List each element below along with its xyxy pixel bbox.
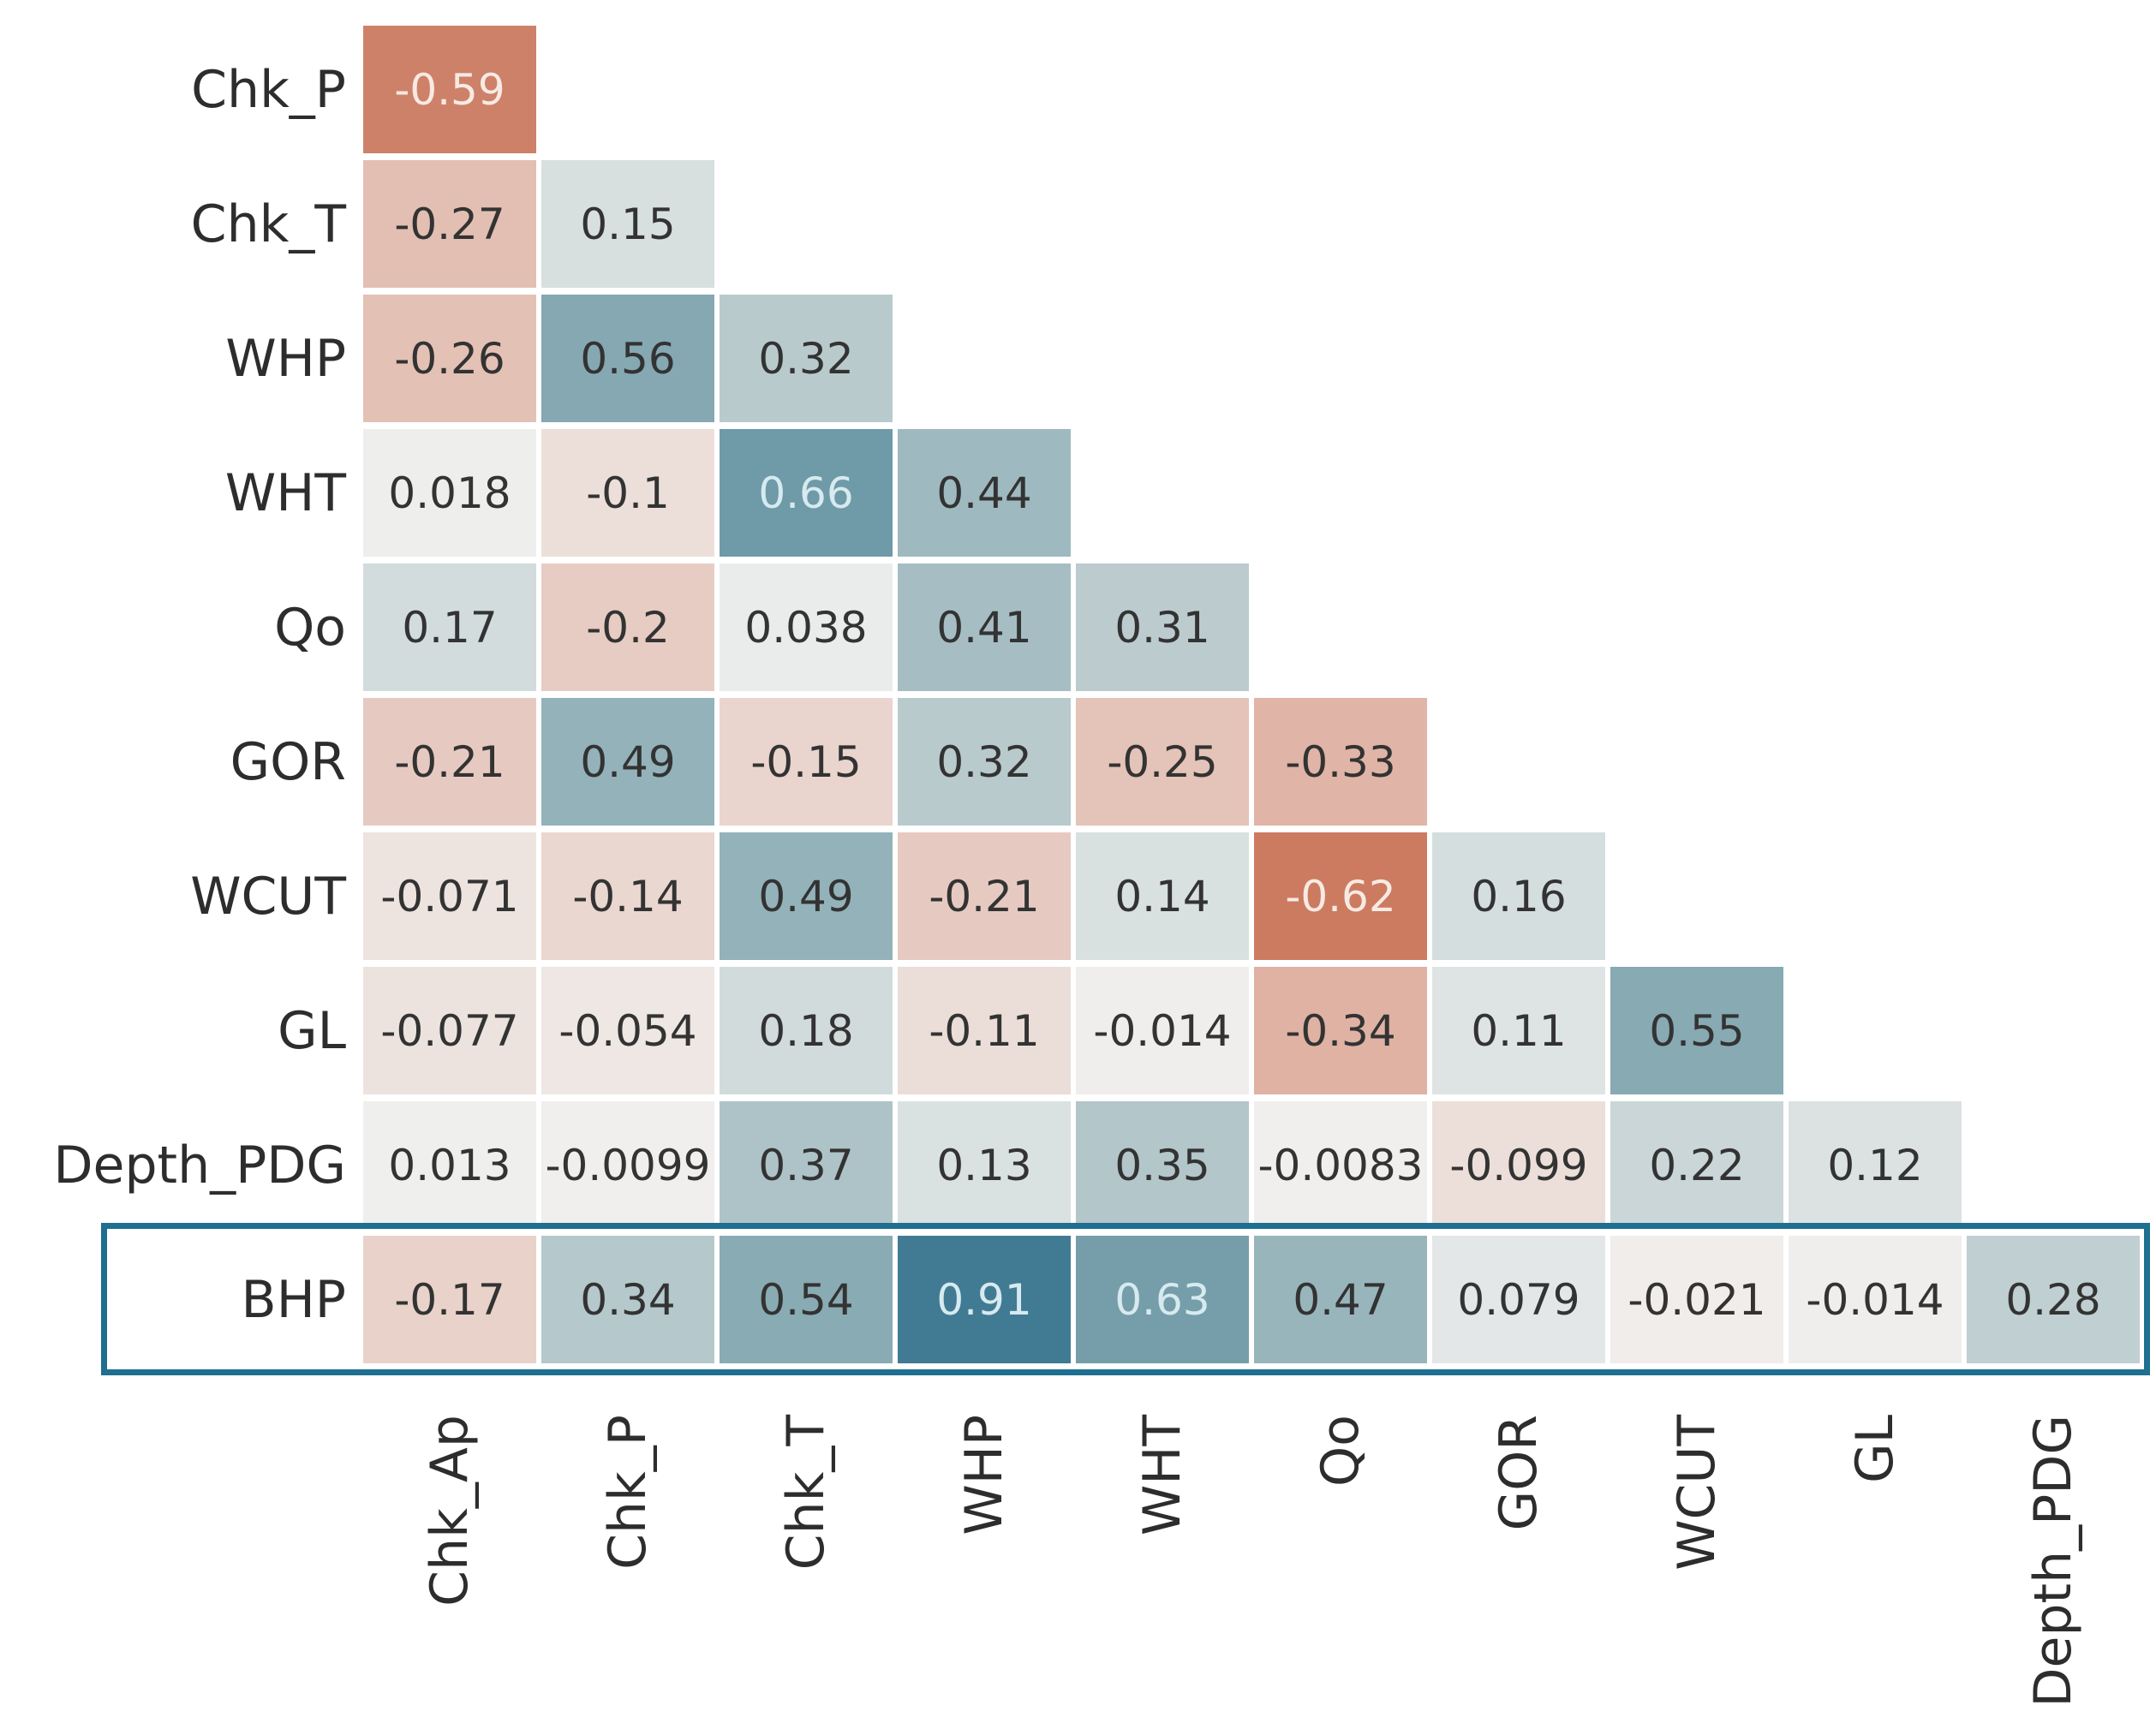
heatmap-cell-qo-whp: 0.41: [898, 563, 1071, 691]
row-label-depth_pdg: Depth_PDG: [53, 1135, 346, 1195]
heatmap-cell-gor-qo: -0.33: [1254, 698, 1427, 826]
heatmap-cell-whp-chk_p: 0.56: [541, 295, 714, 422]
col-label-depth_pdg: Depth_PDG: [2023, 1415, 2083, 1708]
heatmap-cell-gor-wht: -0.25: [1076, 698, 1249, 826]
heatmap-cell-wcut-gor: 0.16: [1432, 832, 1605, 960]
col-label-wrap-chk_p: Chk_P: [541, 1415, 714, 1723]
heatmap-cell-whp-chk_t: 0.32: [720, 295, 893, 422]
col-label-gl: GL: [1845, 1415, 1905, 1483]
heatmap-cell-wcut-qo: -0.62: [1254, 832, 1427, 960]
heatmap-cell-chk_p-chk_ap: -0.59: [363, 26, 536, 153]
col-label-wrap-whp: WHP: [898, 1415, 1071, 1723]
col-label-wrap-wcut: WCUT: [1610, 1415, 1783, 1723]
heatmap-cell-gor-chk_p: 0.49: [541, 698, 714, 826]
heatmap-cell-qo-wht: 0.31: [1076, 563, 1249, 691]
heatmap-cell-depth_pdg-wcut: 0.22: [1610, 1101, 1783, 1229]
heatmap-cell-gl-gor: 0.11: [1432, 967, 1605, 1094]
heatmap-cell-wcut-chk_ap: -0.071: [363, 832, 536, 960]
row-label-wht: WHT: [224, 462, 346, 523]
heatmap-cell-chk_t-chk_p: 0.15: [541, 160, 714, 288]
heatmap-cell-gl-wcut: 0.55: [1610, 967, 1783, 1094]
col-label-gor: GOR: [1489, 1415, 1549, 1531]
heatmap-cell-gl-qo: -0.34: [1254, 967, 1427, 1094]
heatmap-cell-wht-chk_p: -0.1: [541, 429, 714, 557]
heatmap-cell-depth_pdg-qo: -0.0083: [1254, 1101, 1427, 1229]
col-label-wrap-qo: Qo: [1254, 1415, 1427, 1723]
heatmap-cell-qo-chk_ap: 0.17: [363, 563, 536, 691]
col-label-chk_t: Chk_T: [776, 1415, 836, 1571]
col-label-wrap-depth_pdg: Depth_PDG: [1967, 1415, 2140, 1723]
heatmap-cell-bhp-qo: 0.47: [1254, 1236, 1427, 1363]
heatmap-cell-bhp-whp: 0.91: [898, 1236, 1071, 1363]
heatmap-cell-depth_pdg-chk_ap: 0.013: [363, 1101, 536, 1229]
heatmap-cell-bhp-chk_t: 0.54: [720, 1236, 893, 1363]
heatmap-cell-gor-whp: 0.32: [898, 698, 1071, 826]
heatmap-cell-gl-whp: -0.11: [898, 967, 1071, 1094]
heatmap-cell-wht-whp: 0.44: [898, 429, 1071, 557]
row-label-gl: GL: [278, 1000, 346, 1061]
heatmap-cell-qo-chk_p: -0.2: [541, 563, 714, 691]
row-label-qo: Qo: [274, 597, 346, 658]
heatmap-cell-depth_pdg-gl: 0.12: [1789, 1101, 1962, 1229]
col-label-wrap-gor: GOR: [1432, 1415, 1605, 1723]
heatmap-cell-wcut-wht: 0.14: [1076, 832, 1249, 960]
col-label-wcut: WCUT: [1667, 1415, 1727, 1571]
heatmap-cell-wht-chk_ap: 0.018: [363, 429, 536, 557]
col-label-wht: WHT: [1132, 1415, 1192, 1536]
row-label-wcut: WCUT: [190, 866, 346, 927]
heatmap-cell-bhp-chk_ap: -0.17: [363, 1236, 536, 1363]
row-label-chk_p: Chk_P: [191, 59, 346, 120]
heatmap-cell-bhp-wht: 0.63: [1076, 1236, 1249, 1363]
row-label-chk_t: Chk_T: [190, 194, 346, 254]
row-label-whp: WHP: [225, 328, 346, 389]
heatmap-cell-depth_pdg-chk_p: -0.0099: [541, 1101, 714, 1229]
heatmap-cell-qo-chk_t: 0.038: [720, 563, 893, 691]
heatmap-cell-bhp-chk_p: 0.34: [541, 1236, 714, 1363]
heatmap-cell-depth_pdg-wht: 0.35: [1076, 1101, 1249, 1229]
heatmap-cell-chk_t-chk_ap: -0.27: [363, 160, 536, 288]
heatmap-cell-depth_pdg-gor: -0.099: [1432, 1101, 1605, 1229]
col-label-wrap-chk_t: Chk_T: [720, 1415, 893, 1723]
col-label-chk_ap: Chk_Ap: [420, 1415, 480, 1607]
heatmap-cell-wht-chk_t: 0.66: [720, 429, 893, 557]
heatmap-cell-gl-chk_p: -0.054: [541, 967, 714, 1094]
heatmap-cell-bhp-depth_pdg: 0.28: [1967, 1236, 2140, 1363]
col-label-whp: WHP: [954, 1415, 1014, 1535]
heatmap-cell-bhp-gor: 0.079: [1432, 1236, 1605, 1363]
heatmap-cell-gor-chk_t: -0.15: [720, 698, 893, 826]
heatmap-cell-whp-chk_ap: -0.26: [363, 295, 536, 422]
col-label-wrap-gl: GL: [1789, 1415, 1962, 1723]
row-label-bhp: BHP: [241, 1269, 346, 1330]
heatmap-cell-wcut-whp: -0.21: [898, 832, 1071, 960]
heatmap-cell-bhp-gl: -0.014: [1789, 1236, 1962, 1363]
col-label-wrap-chk_ap: Chk_Ap: [363, 1415, 536, 1723]
heatmap-cell-wcut-chk_t: 0.49: [720, 832, 893, 960]
col-label-chk_p: Chk_P: [598, 1415, 658, 1570]
heatmap-cell-wcut-chk_p: -0.14: [541, 832, 714, 960]
heatmap-cell-gl-wht: -0.014: [1076, 967, 1249, 1094]
heatmap-cell-gor-chk_ap: -0.21: [363, 698, 536, 826]
col-label-qo: Qo: [1311, 1415, 1371, 1487]
heatmap-cell-depth_pdg-chk_t: 0.37: [720, 1101, 893, 1229]
heatmap-cell-bhp-wcut: -0.021: [1610, 1236, 1783, 1363]
col-label-wrap-wht: WHT: [1076, 1415, 1249, 1723]
heatmap-cell-gl-chk_ap: -0.077: [363, 967, 536, 1094]
heatmap-cell-depth_pdg-whp: 0.13: [898, 1101, 1071, 1229]
heatmap-cell-gl-chk_t: 0.18: [720, 967, 893, 1094]
row-label-gor: GOR: [230, 731, 346, 792]
